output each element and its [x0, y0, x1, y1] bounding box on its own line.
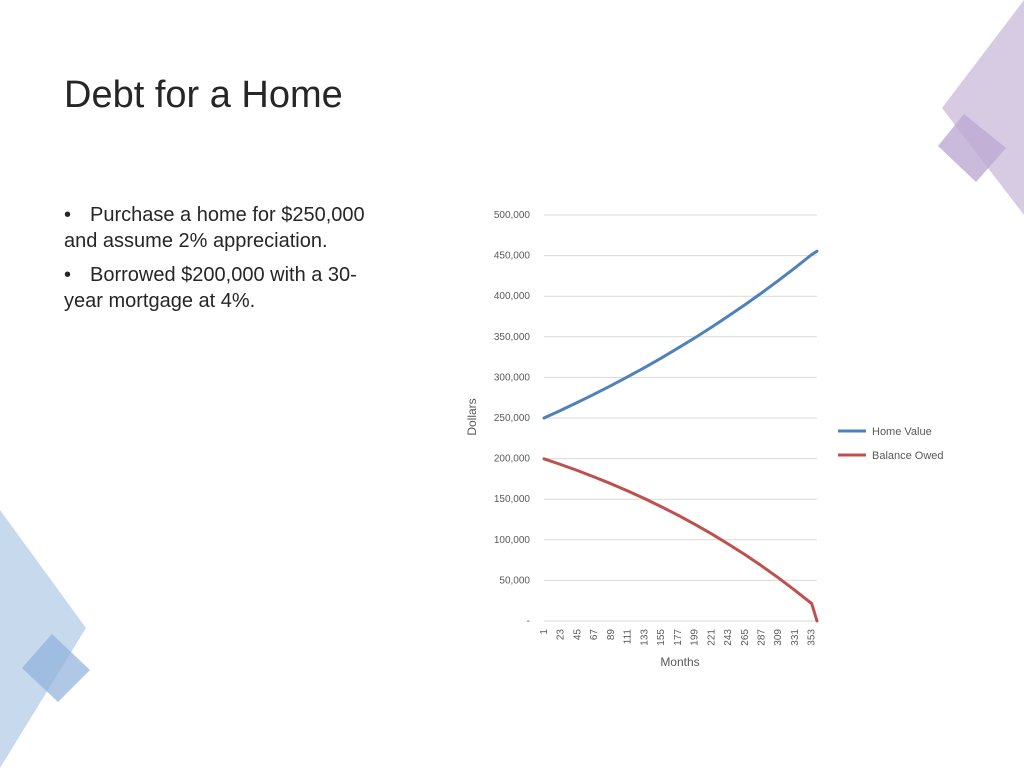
- x-tick-label: 309: [773, 629, 784, 646]
- decor-bottom-left: [0, 510, 90, 768]
- home-value-line: [542, 249, 819, 420]
- x-tick-label: 287: [756, 629, 767, 646]
- y-tick-label: 200,000: [494, 454, 531, 465]
- legend-label: Home Value: [872, 426, 932, 438]
- y-axis-title: Dollars: [465, 398, 479, 435]
- bullet-item: • Borrowed $200,000 with a 30-year mortga…: [64, 262, 374, 314]
- x-tick-label: 353: [807, 629, 818, 646]
- x-tick-label: 111: [623, 629, 634, 645]
- y-tick-label: 400,000: [494, 291, 531, 302]
- y-tick-label: -: [527, 616, 530, 627]
- series-lines: [542, 249, 819, 623]
- x-tick-label: 265: [740, 629, 751, 646]
- x-tick-label: 89: [606, 629, 617, 641]
- bullet-dot: •: [64, 264, 72, 286]
- x-tick-label: 177: [673, 629, 684, 646]
- bullet-text: Purchase a home for $250,000 and assume …: [64, 204, 365, 252]
- legend-label: Balance Owed: [872, 450, 944, 462]
- gridlines: [544, 214, 817, 622]
- y-tick-label: 350,000: [494, 332, 531, 343]
- x-tick-label: 155: [656, 629, 667, 646]
- x-tick-label: 243: [723, 629, 734, 646]
- x-tick-label: 199: [690, 629, 701, 646]
- balance-owed-line: [542, 457, 819, 623]
- y-tick-label: 250,000: [494, 413, 531, 424]
- x-tick-label: 67: [589, 629, 600, 641]
- y-tick-label: 150,000: [494, 494, 531, 505]
- x-axis-title: Months: [660, 655, 699, 669]
- y-tick-label: 50,000: [499, 575, 530, 586]
- decor-top-right: [938, 0, 1024, 215]
- x-tick-label: 221: [706, 629, 717, 646]
- bullet-dot: •: [64, 204, 72, 226]
- bullet-list: • Purchase a home for $250,000 and assume…: [64, 202, 374, 322]
- line-chart: - 50,000 100,000 150,000 200,000 250,000 300,0…: [465, 210, 944, 669]
- y-tick-label: 100,000: [494, 535, 531, 546]
- slide-title: Debt for a Home: [64, 74, 343, 116]
- x-tick-label: 45: [572, 629, 583, 641]
- x-tick-label: 331: [790, 629, 801, 646]
- bullet-item: • Purchase a home for $250,000 and assume…: [64, 202, 374, 254]
- y-tick-label: 450,000: [494, 251, 531, 262]
- x-tick-label: 23: [556, 629, 567, 641]
- y-axis-ticks: - 50,000 100,000 150,000 200,000 250,000 300,0…: [494, 210, 531, 627]
- x-tick-label: 1: [539, 629, 550, 635]
- x-axis-ticks: 1 23 45 67 89 111 133 155 177 199 221 243 265 287 309 3…: [539, 629, 818, 646]
- y-tick-label: 500,000: [494, 210, 531, 221]
- legend: Home Value Balance Owed: [838, 426, 944, 462]
- x-tick-label: 133: [639, 629, 650, 646]
- y-tick-label: 300,000: [494, 372, 531, 383]
- bullet-text: Borrowed $200,000 with a 30-year mortgag…: [64, 264, 357, 312]
